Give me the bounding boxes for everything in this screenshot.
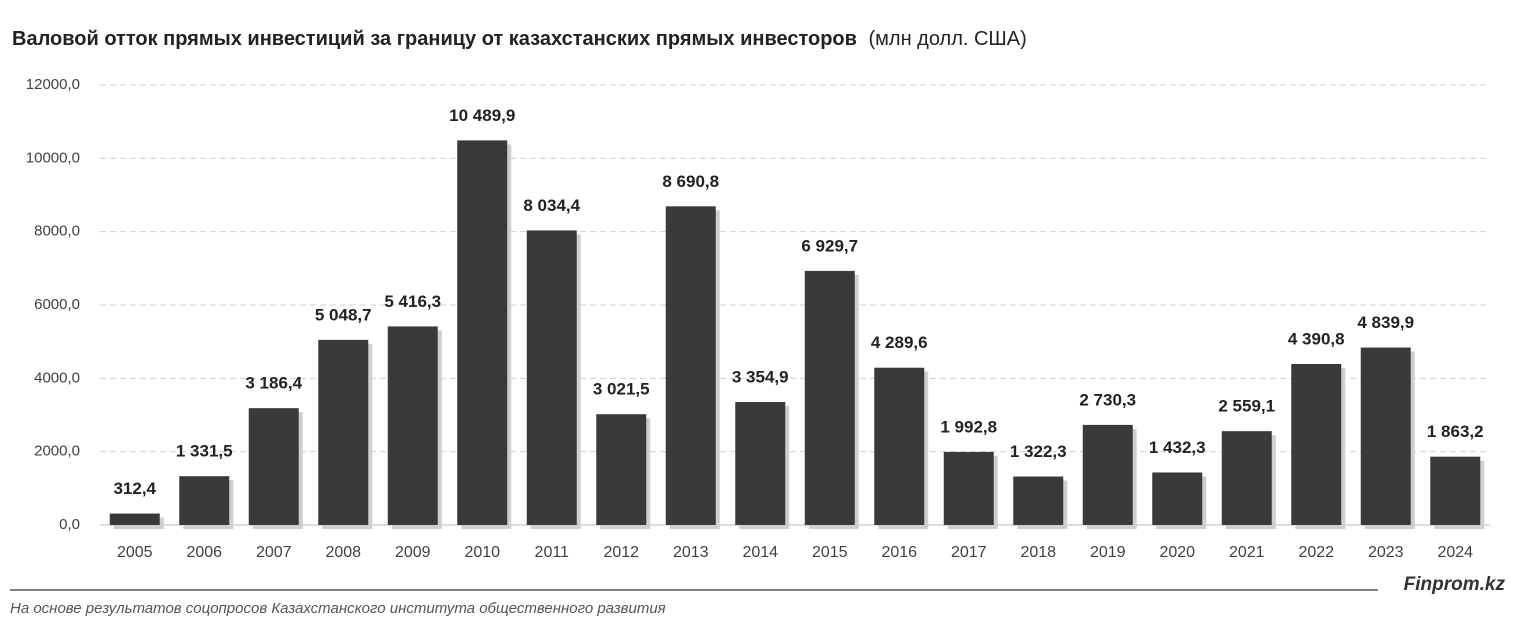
x-tick-label: 2022: [1298, 544, 1334, 561]
value-label: 4 390,8: [1288, 329, 1345, 348]
bar: [457, 140, 508, 525]
value-label: 3 354,9: [732, 367, 789, 386]
value-label: 2 730,3: [1079, 390, 1136, 409]
bar: [318, 339, 369, 525]
x-tick-label: 2007: [256, 544, 292, 561]
bar: [1430, 456, 1481, 525]
x-tick-label: 2015: [812, 544, 848, 561]
source-note: На основе результатов соцопросов Казахст…: [10, 600, 666, 617]
bar: [109, 513, 160, 525]
x-tick-label: 2006: [186, 544, 222, 561]
value-label: 8 690,8: [662, 172, 719, 191]
x-tick-label: 2011: [535, 544, 570, 561]
value-label: 5 048,7: [315, 305, 372, 324]
bar: [1221, 431, 1272, 525]
chart-title-line: Валовой отток прямых инвестиций за грани…: [12, 28, 1027, 50]
bar: [943, 451, 994, 525]
x-tick-label: 2018: [1020, 544, 1056, 561]
bar: [804, 270, 855, 525]
value-label: 10 489,9: [449, 106, 515, 125]
y-tick-label: 0,0: [59, 516, 80, 533]
value-label: 3 021,5: [593, 380, 650, 399]
bar: [1082, 424, 1133, 525]
x-tick-label: 2013: [673, 544, 709, 561]
brand: Finprom.kz: [1404, 574, 1506, 595]
y-tick-label: 10000,0: [26, 149, 80, 166]
bar: [526, 230, 577, 525]
bar: [596, 414, 647, 525]
value-label: 312,4: [113, 479, 156, 498]
value-label: 1 992,8: [940, 417, 997, 436]
value-label: 3 186,4: [245, 374, 302, 393]
x-tick-label: 2010: [464, 544, 500, 561]
x-tick-label: 2020: [1159, 544, 1195, 561]
value-label: 1 432,3: [1149, 438, 1206, 457]
bar: [1360, 347, 1411, 525]
y-tick-label: 12000,0: [26, 76, 80, 93]
bar: [665, 206, 716, 525]
y-tick-label: 8000,0: [34, 223, 80, 240]
value-label: 8 034,4: [523, 196, 580, 215]
value-label: 1 863,2: [1427, 422, 1484, 441]
bar: [248, 408, 299, 525]
x-tick-label: 2016: [881, 544, 917, 561]
value-label: 4 839,9: [1357, 313, 1414, 332]
value-label: 5 416,3: [384, 292, 441, 311]
y-tick-label: 2000,0: [34, 443, 80, 460]
value-label: 1 331,5: [176, 442, 233, 461]
y-tick-label: 6000,0: [34, 296, 80, 313]
chart-title: Валовой отток прямых инвестиций за грани…: [12, 28, 857, 50]
bar: [874, 367, 925, 525]
bar: [179, 476, 230, 525]
value-label: 1 322,3: [1010, 442, 1067, 461]
value-label: 6 929,7: [801, 236, 858, 255]
x-tick-label: 2012: [603, 544, 639, 561]
value-label: 2 559,1: [1218, 397, 1275, 416]
x-tick-label: 2024: [1437, 544, 1473, 561]
x-tick-label: 2009: [395, 544, 431, 561]
value-label: 4 289,6: [871, 333, 928, 352]
bar: [1291, 364, 1342, 525]
x-tick-label: 2019: [1090, 544, 1126, 561]
y-tick-label: 4000,0: [34, 369, 80, 386]
x-tick-label: 2008: [325, 544, 361, 561]
x-tick-label: 2014: [742, 544, 778, 561]
x-tick-label: 2005: [117, 544, 153, 561]
bar: [387, 326, 438, 525]
x-tick-label: 2017: [951, 544, 987, 561]
unit-label: (млн долл. США): [869, 28, 1027, 50]
bar: [735, 401, 786, 525]
x-tick-label: 2021: [1229, 544, 1265, 561]
x-tick-label: 2023: [1368, 544, 1404, 561]
bar: [1152, 472, 1203, 525]
bar: [1013, 476, 1064, 525]
